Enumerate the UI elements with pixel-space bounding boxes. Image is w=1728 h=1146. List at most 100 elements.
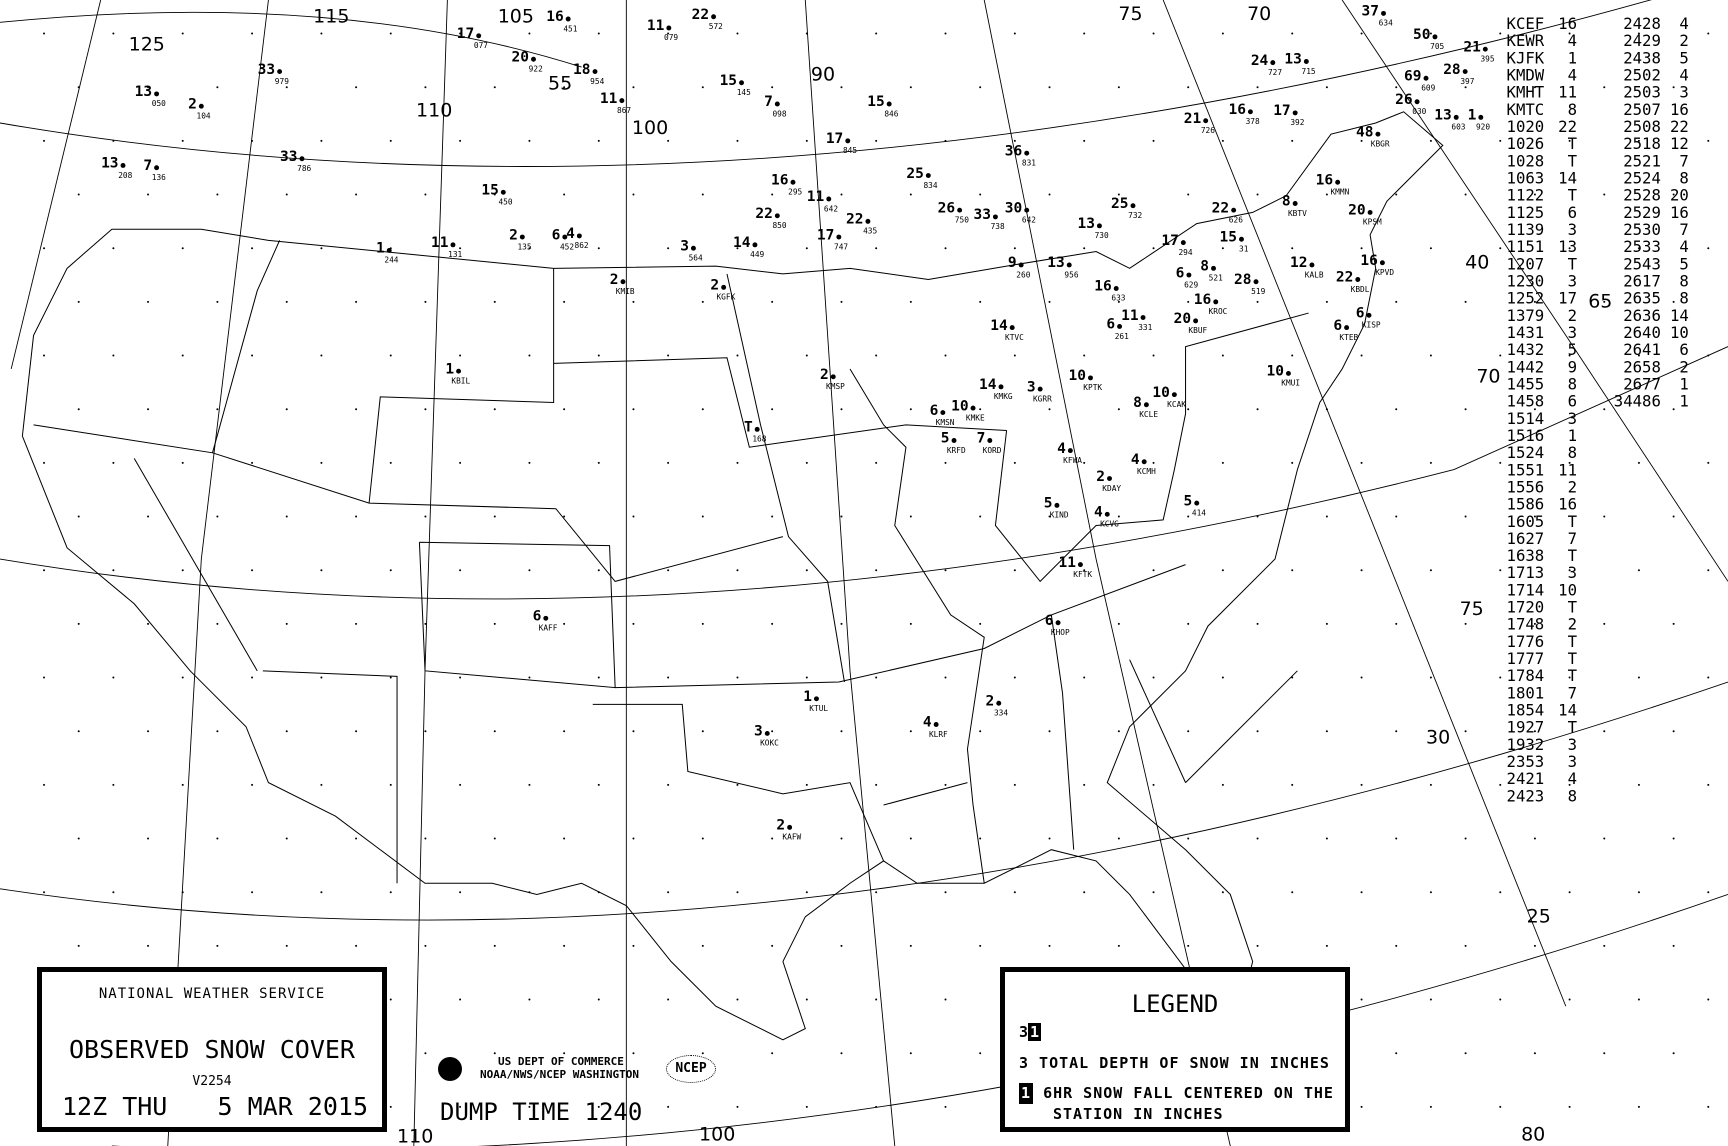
station-dot [764,730,770,736]
grid-dot [563,408,566,411]
table-value: 10 [1670,323,1689,342]
grid-dot [320,354,323,357]
table-value: T [1568,632,1578,651]
grid-dot [1672,944,1675,947]
grid-dot [1256,86,1259,89]
grid-dot [597,676,600,679]
grid-dot [43,569,46,572]
table-value: 22 [1558,117,1577,136]
station-id: 862 [575,241,589,250]
station-id: KGFK [716,293,735,302]
grid-dot [1048,300,1051,303]
dump-time: DUMP TIME 1240 [440,1098,643,1126]
station-id: KAFW [782,833,801,842]
degree-label: 110 [416,99,452,121]
station-dot [1180,240,1186,246]
snow-depth: 50 [1413,27,1430,43]
grid-dot [1256,193,1259,196]
grid-dot [736,32,739,35]
snow-depth: 11 [647,18,665,34]
grid-dot [1152,354,1155,357]
grid-dot [667,247,670,250]
grid-dot [979,730,982,733]
grid-dot [632,86,635,89]
grid-dot [320,32,323,35]
table-value: T [1568,546,1578,565]
station-id: KPSM [1363,218,1382,227]
grid-dot [355,515,358,518]
station-dot [1203,118,1209,124]
grid-dot [1499,998,1502,1001]
station-dot [790,179,796,185]
table-value: 3 [1568,323,1577,342]
grid-dot [147,622,150,625]
grid-dot [979,86,982,89]
snow-depth: 14 [733,235,751,251]
grid-dot [1464,408,1467,411]
grid-dot [979,622,982,625]
station-id: KRFD [947,446,966,455]
grid-dot [147,515,150,518]
station-id: 395 [1480,54,1494,63]
snow-depth: 28 [1443,62,1460,78]
table-station: 1714 [1507,580,1545,599]
station-dot [1113,285,1119,291]
station-dot [774,213,780,219]
grid-dot [355,944,358,947]
table-station: 1516 [1507,426,1545,445]
grid-dot [216,86,219,89]
grid-dot [1672,193,1675,196]
grid-dot [840,408,843,411]
noaa-logo-icon [438,1057,462,1081]
snow-depth: 20 [512,49,529,65]
snow-depth: 6 [1106,317,1115,333]
table-station: 1748 [1507,615,1545,634]
station-id: 168 [752,435,766,444]
grid-dot [77,300,80,303]
station-id: 378 [1246,117,1260,126]
grid-dot [875,247,878,250]
grid-dot [1013,139,1016,142]
grid-dot [840,730,843,733]
snow-depth: 6 [552,227,561,243]
grid-dot [1187,193,1190,196]
table-value: 3 [1568,409,1577,428]
grid-dot [285,515,288,518]
station-dot [1107,476,1112,481]
grid-dot [251,354,254,357]
grid-dot [597,32,600,35]
table-station: 2528 [1623,186,1661,205]
snow-depth: 22 [755,206,772,222]
grid-dot [1083,891,1086,894]
table-station: 1784 [1507,666,1545,685]
station-dot [1194,500,1200,506]
table-station: 1524 [1507,443,1545,462]
grid-dot [1360,139,1363,142]
snow-depth: 26 [1395,92,1412,108]
grid-dot [771,837,774,840]
table-value: 7 [1679,151,1688,170]
table-station: 1026 [1507,134,1545,153]
grid-dot [805,891,808,894]
table-value: 4 [1568,31,1577,50]
grid-dot [112,461,115,464]
station-dot [1366,312,1372,318]
grid-dot [1221,247,1224,250]
grid-dot [1117,408,1120,411]
table-station: 1252 [1507,289,1545,308]
grid-dot [771,515,774,518]
